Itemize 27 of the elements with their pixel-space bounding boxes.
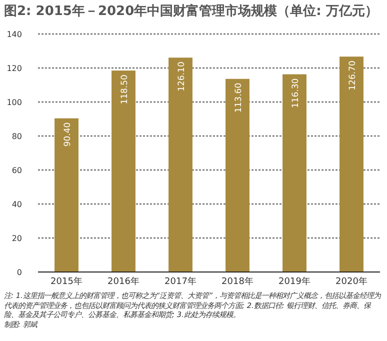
y-tick-label: 40 (12, 200, 22, 209)
y-tick-label: 80 (12, 132, 22, 141)
y-tick-label: 100 (6, 98, 22, 107)
y-tick-label: 0 (16, 268, 22, 277)
x-tick-label: 2018年 (222, 276, 254, 287)
x-tick-label: 2020年 (336, 276, 368, 287)
bar (340, 56, 364, 272)
data-label: 118.50 (120, 74, 130, 104)
y-tick-label: 60 (12, 166, 22, 175)
x-tick-label: 2016年 (108, 276, 140, 287)
x-tick-label: 2015年 (50, 276, 82, 287)
y-tick-label: 140 (6, 30, 22, 39)
data-label: 116.30 (291, 78, 301, 108)
data-label: 126.70 (348, 60, 358, 90)
bar (168, 58, 192, 272)
x-tick-label: 2017年 (164, 276, 196, 287)
x-tick-label: 2019年 (278, 276, 310, 287)
data-label: 90.40 (63, 122, 73, 147)
bar (112, 70, 136, 272)
y-tick-label: 120 (6, 64, 22, 73)
bar (54, 118, 78, 272)
data-label: 126.10 (177, 62, 187, 92)
y-tick-label: 20 (12, 234, 22, 243)
chart-title: 图2: 2015年－2020年中国财富管理市场规模（单位: 万亿元） (4, 2, 378, 20)
data-label: 113.60 (234, 82, 244, 113)
bar (226, 78, 250, 272)
bar (282, 74, 306, 272)
